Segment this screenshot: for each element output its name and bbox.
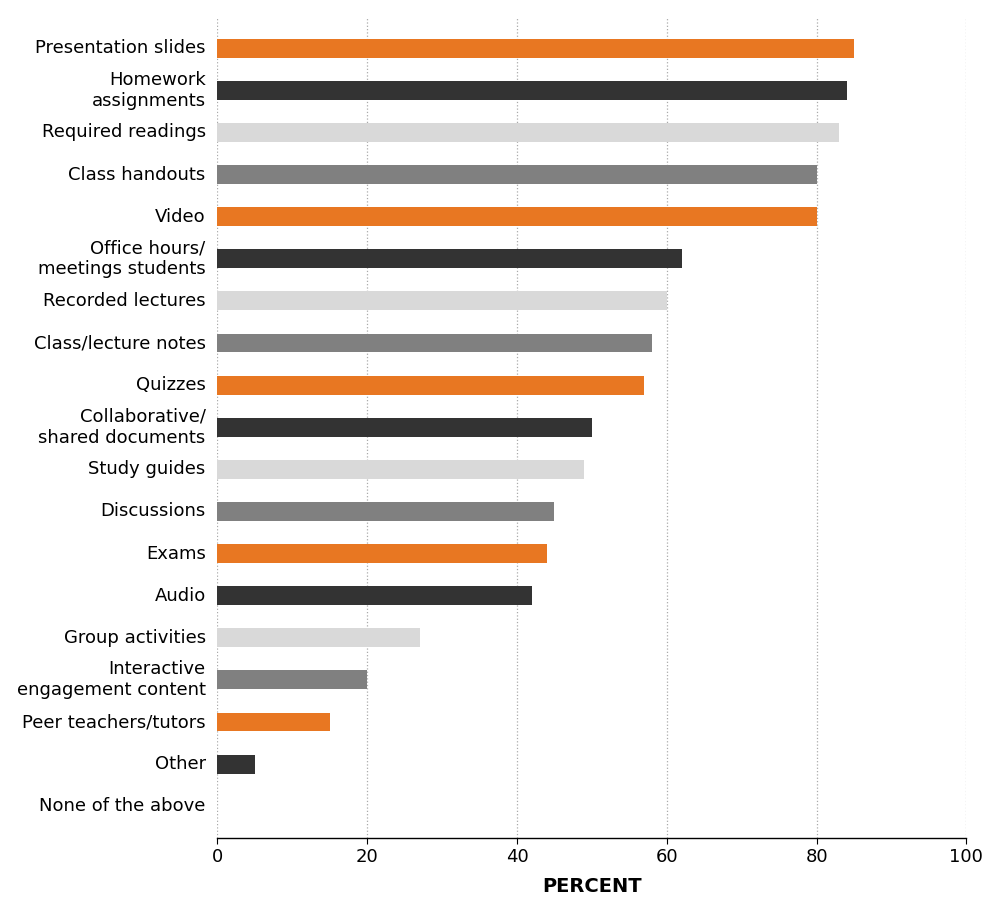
Bar xyxy=(217,249,682,268)
Bar xyxy=(217,291,667,310)
Bar xyxy=(217,38,854,58)
Bar xyxy=(217,418,592,436)
Bar xyxy=(217,81,847,100)
Bar xyxy=(217,502,554,521)
Bar xyxy=(217,586,532,605)
X-axis label: PERCENT: PERCENT xyxy=(542,877,642,897)
Bar xyxy=(217,670,367,689)
Bar xyxy=(217,712,330,731)
Bar xyxy=(217,207,817,226)
Bar xyxy=(217,628,420,647)
Bar xyxy=(217,460,584,478)
Bar xyxy=(217,333,652,352)
Bar xyxy=(217,165,817,184)
Bar xyxy=(217,375,644,394)
Bar xyxy=(217,755,255,773)
Bar xyxy=(217,123,839,142)
Bar xyxy=(217,544,547,563)
